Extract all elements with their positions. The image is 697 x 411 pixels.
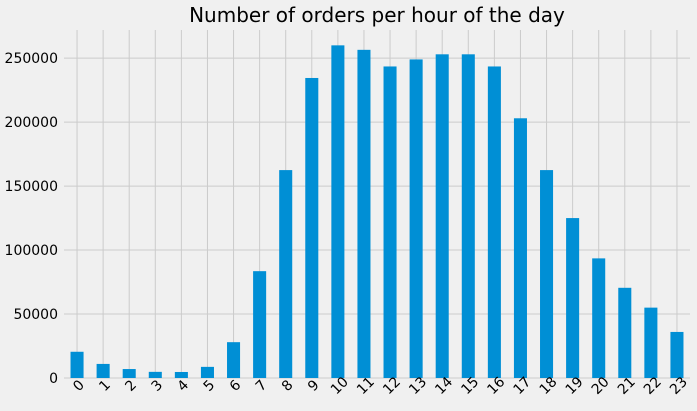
bar-hour-10	[331, 45, 345, 379]
bar-hour-22	[644, 307, 658, 378]
bar-hour-8	[279, 170, 293, 378]
bar-hour-4	[174, 371, 188, 378]
y-tick-label: 250000	[5, 51, 58, 67]
x-tick-label: 2	[122, 377, 140, 395]
chart-title: Number of orders per hour of the day	[189, 3, 565, 27]
bar-hour-20	[592, 258, 606, 378]
bar-hour-11	[357, 49, 371, 379]
y-tick-label: 50000	[13, 307, 58, 323]
bar-hour-6	[227, 342, 241, 378]
x-tick-label: 8	[279, 377, 297, 395]
bar-hour-23	[670, 331, 684, 378]
bar-hour-3	[148, 371, 162, 378]
y-tick-label: 100000	[5, 243, 58, 259]
bar-hour-0	[70, 351, 84, 378]
bar-hour-9	[305, 77, 319, 379]
bar-hour-18	[540, 170, 554, 378]
y-tick-label: 150000	[5, 179, 58, 195]
x-tick-label: 6	[227, 377, 245, 395]
bar-hour-7	[253, 271, 267, 378]
bar-hour-21	[618, 287, 632, 378]
x-tick-label: 1	[96, 377, 114, 395]
bar-hour-15	[461, 54, 475, 378]
bars-layer	[70, 45, 684, 379]
x-tick-label: 4	[175, 377, 193, 395]
y-tick-label: 200000	[5, 115, 58, 131]
bar-hour-13	[409, 59, 423, 378]
x-tick-label: 0	[70, 377, 88, 395]
y-tick-label: 0	[49, 371, 58, 387]
bar-hour-14	[435, 54, 449, 378]
bar-hour-12	[383, 66, 397, 379]
x-tick-label: 5	[201, 377, 219, 395]
x-tick-label: 9	[305, 377, 323, 395]
y-axis: 0 50000 100000 150000 200000 250000	[5, 51, 58, 387]
bar-hour-1	[96, 363, 110, 378]
bar-hour-17	[513, 118, 527, 378]
bar-hour-2	[122, 369, 136, 378]
bar-hour-5	[200, 366, 214, 378]
bar-hour-19	[566, 218, 580, 378]
x-tick-label: 7	[253, 377, 271, 395]
x-tick-label: 3	[148, 377, 166, 395]
bar-hour-16	[487, 66, 501, 379]
